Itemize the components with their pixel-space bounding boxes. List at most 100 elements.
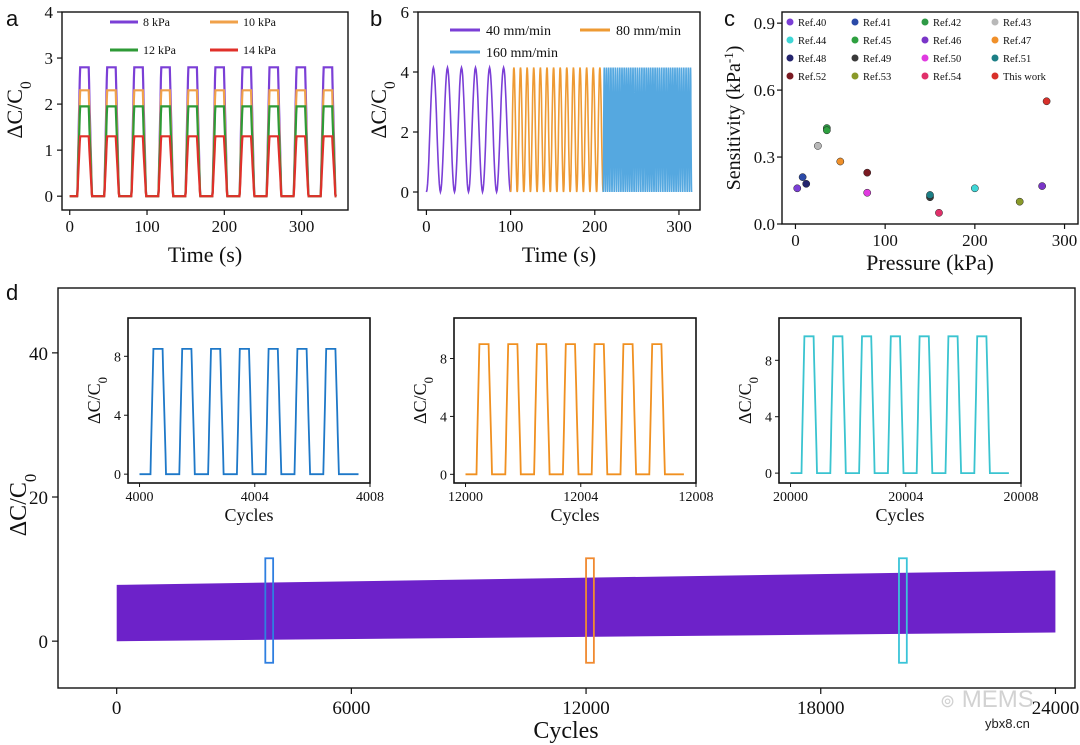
- x-tick-label: 24000: [1032, 698, 1080, 719]
- x-tick-label: 100: [134, 217, 160, 236]
- inset-y-axis-title-subscript: 0: [747, 377, 761, 383]
- y-axis-title-close: ): [723, 46, 745, 53]
- y-tick-label: 4: [45, 3, 54, 22]
- inset-frame: [453, 317, 697, 484]
- x-tick-label: 200: [962, 231, 988, 250]
- scatter-point-Ref-43: [814, 142, 822, 150]
- legend-marker: [921, 36, 929, 44]
- legend-label: Ref.46: [933, 36, 961, 47]
- y-axis-title: ΔC/C0: [366, 81, 399, 139]
- y-tick-label: 40: [29, 344, 48, 365]
- series-line-160-mm/min: [602, 67, 693, 193]
- inset-x-tick-label: 20008: [1004, 490, 1039, 505]
- y-tick-label: 0: [39, 632, 49, 653]
- legend-label: Ref.50: [933, 54, 961, 65]
- scatter-point-Ref-40: [793, 184, 802, 193]
- y-tick-label: 0: [401, 183, 410, 202]
- y-axis-title-text: ΔC/C0: [366, 81, 399, 139]
- x-tick-label: 12000: [562, 698, 610, 719]
- inset-x-tick-label: 12008: [679, 490, 714, 505]
- scatter-point-Ref-44: [970, 184, 979, 193]
- legend-label: Ref.49: [863, 54, 891, 65]
- x-tick-label: 0: [791, 231, 800, 250]
- inset-x-axis-title: Cycles: [876, 505, 925, 525]
- y-tick-label: 20: [29, 488, 48, 509]
- y-axis-title-superscript: -1: [721, 52, 736, 63]
- inset-x-axis-title: Cycles: [551, 505, 600, 525]
- inset-y-axis-title: ΔC/C0: [84, 377, 110, 424]
- y-axis-title: Sensitivity (kPa-1): [721, 46, 746, 191]
- legend-label: 8 kPa: [143, 15, 171, 29]
- inset-y-axis-title: ΔC/C0: [735, 377, 761, 424]
- x-tick-label: 100: [872, 231, 898, 250]
- y-axis-title-text: ΔC/C0: [2, 81, 35, 139]
- panel-d: 0 6000 12000 18000 2400002040CyclesΔC/C04000…: [6, 287, 1080, 744]
- inset-x-tick-label: 20004: [888, 490, 923, 505]
- legend-marker: [851, 54, 859, 62]
- inset-y-axis-title-text: ΔC/C0: [735, 377, 761, 424]
- axes-frame: [417, 11, 701, 211]
- legend-marker: [921, 54, 929, 62]
- y-tick-label: 0: [45, 187, 54, 206]
- legend-label: Ref.41: [863, 18, 891, 29]
- x-tick-label: 0: [65, 217, 74, 236]
- inset-frame: [127, 317, 371, 484]
- inset-y-tick-label: 0: [440, 468, 447, 483]
- legend-marker: [991, 54, 999, 62]
- inset-y-tick-label: 8: [765, 354, 772, 369]
- legend-marker: [851, 72, 859, 80]
- inset-series-line: [790, 335, 1009, 474]
- y-tick-label: 0.9: [754, 14, 775, 33]
- highlight-box: [264, 557, 275, 664]
- x-tick-label: 6000: [332, 698, 370, 719]
- legend-marker: [786, 54, 794, 62]
- x-tick-label: 0: [112, 698, 122, 719]
- inset-y-axis-title-subscript: 0: [96, 377, 110, 383]
- x-axis-title: Pressure (kPa): [866, 250, 994, 275]
- inset-x-tick-label: 4008: [356, 490, 384, 505]
- inset-y-tick-label: 8: [114, 350, 121, 365]
- watermark-brand: ⊚ MEMS: [940, 686, 1034, 713]
- inset-y-axis-title-subscript: 0: [422, 377, 436, 383]
- legend-label: Ref.40: [798, 18, 826, 29]
- y-tick-label: 0.0: [754, 215, 775, 234]
- legend-label: Ref.47: [1003, 36, 1031, 47]
- inset-background: [128, 318, 370, 483]
- axes-frame: [57, 287, 1076, 689]
- inset-y-tick-label: 4: [114, 409, 121, 424]
- x-axis-title: Time (s): [522, 242, 596, 267]
- legend-label: Ref.45: [863, 36, 891, 47]
- x-tick-label: 18000: [797, 698, 845, 719]
- scatter-point-Ref-53: [1015, 197, 1024, 206]
- scatter-point-This-work: [1042, 97, 1051, 106]
- scatter-point-Ref-50: [863, 188, 872, 197]
- legend-marker: [921, 72, 929, 80]
- inset-series-line: [465, 343, 684, 476]
- legend-marker: [991, 72, 999, 80]
- inset-y-tick-label: 0: [114, 468, 121, 483]
- inset-x-tick-label: 4000: [126, 490, 154, 505]
- scatter-point-Ref-45: [822, 126, 831, 135]
- legend-marker: [991, 18, 999, 26]
- inset-x-tick-label: 4004: [241, 490, 269, 505]
- legend-marker: [851, 36, 859, 44]
- axes-frame: [781, 11, 1079, 225]
- legend-label: Ref.43: [1003, 18, 1031, 29]
- scatter-point-Ref-52: [863, 168, 872, 177]
- legend-label: 80 mm/min: [616, 24, 681, 39]
- scatter-point-Ref-51: [926, 191, 934, 199]
- legend-label: 14 kPa: [243, 43, 277, 57]
- panel-label-b: b: [370, 6, 382, 31]
- panel-a: 0 100 200 300 0 1 2 3 4 8 kPa 10 kPa 12 kPa 14 kPa Ti…: [2, 3, 349, 267]
- y-tick-label: 1: [45, 141, 54, 160]
- inset-y-axis-title: ΔC/C0: [410, 377, 436, 424]
- legend-label: 10 kPa: [243, 15, 277, 29]
- y-tick-label: 0.3: [754, 148, 775, 167]
- y-tick-label: 2: [45, 95, 54, 114]
- panel-label-c: c: [724, 6, 735, 31]
- x-tick-label: 0: [422, 217, 431, 236]
- scatter-point-Ref-47: [836, 157, 845, 166]
- y-axis-title-subscript: 0: [18, 81, 35, 89]
- scatter-point-Ref-48: [802, 179, 811, 188]
- scatter-point-Ref-54: [935, 208, 943, 217]
